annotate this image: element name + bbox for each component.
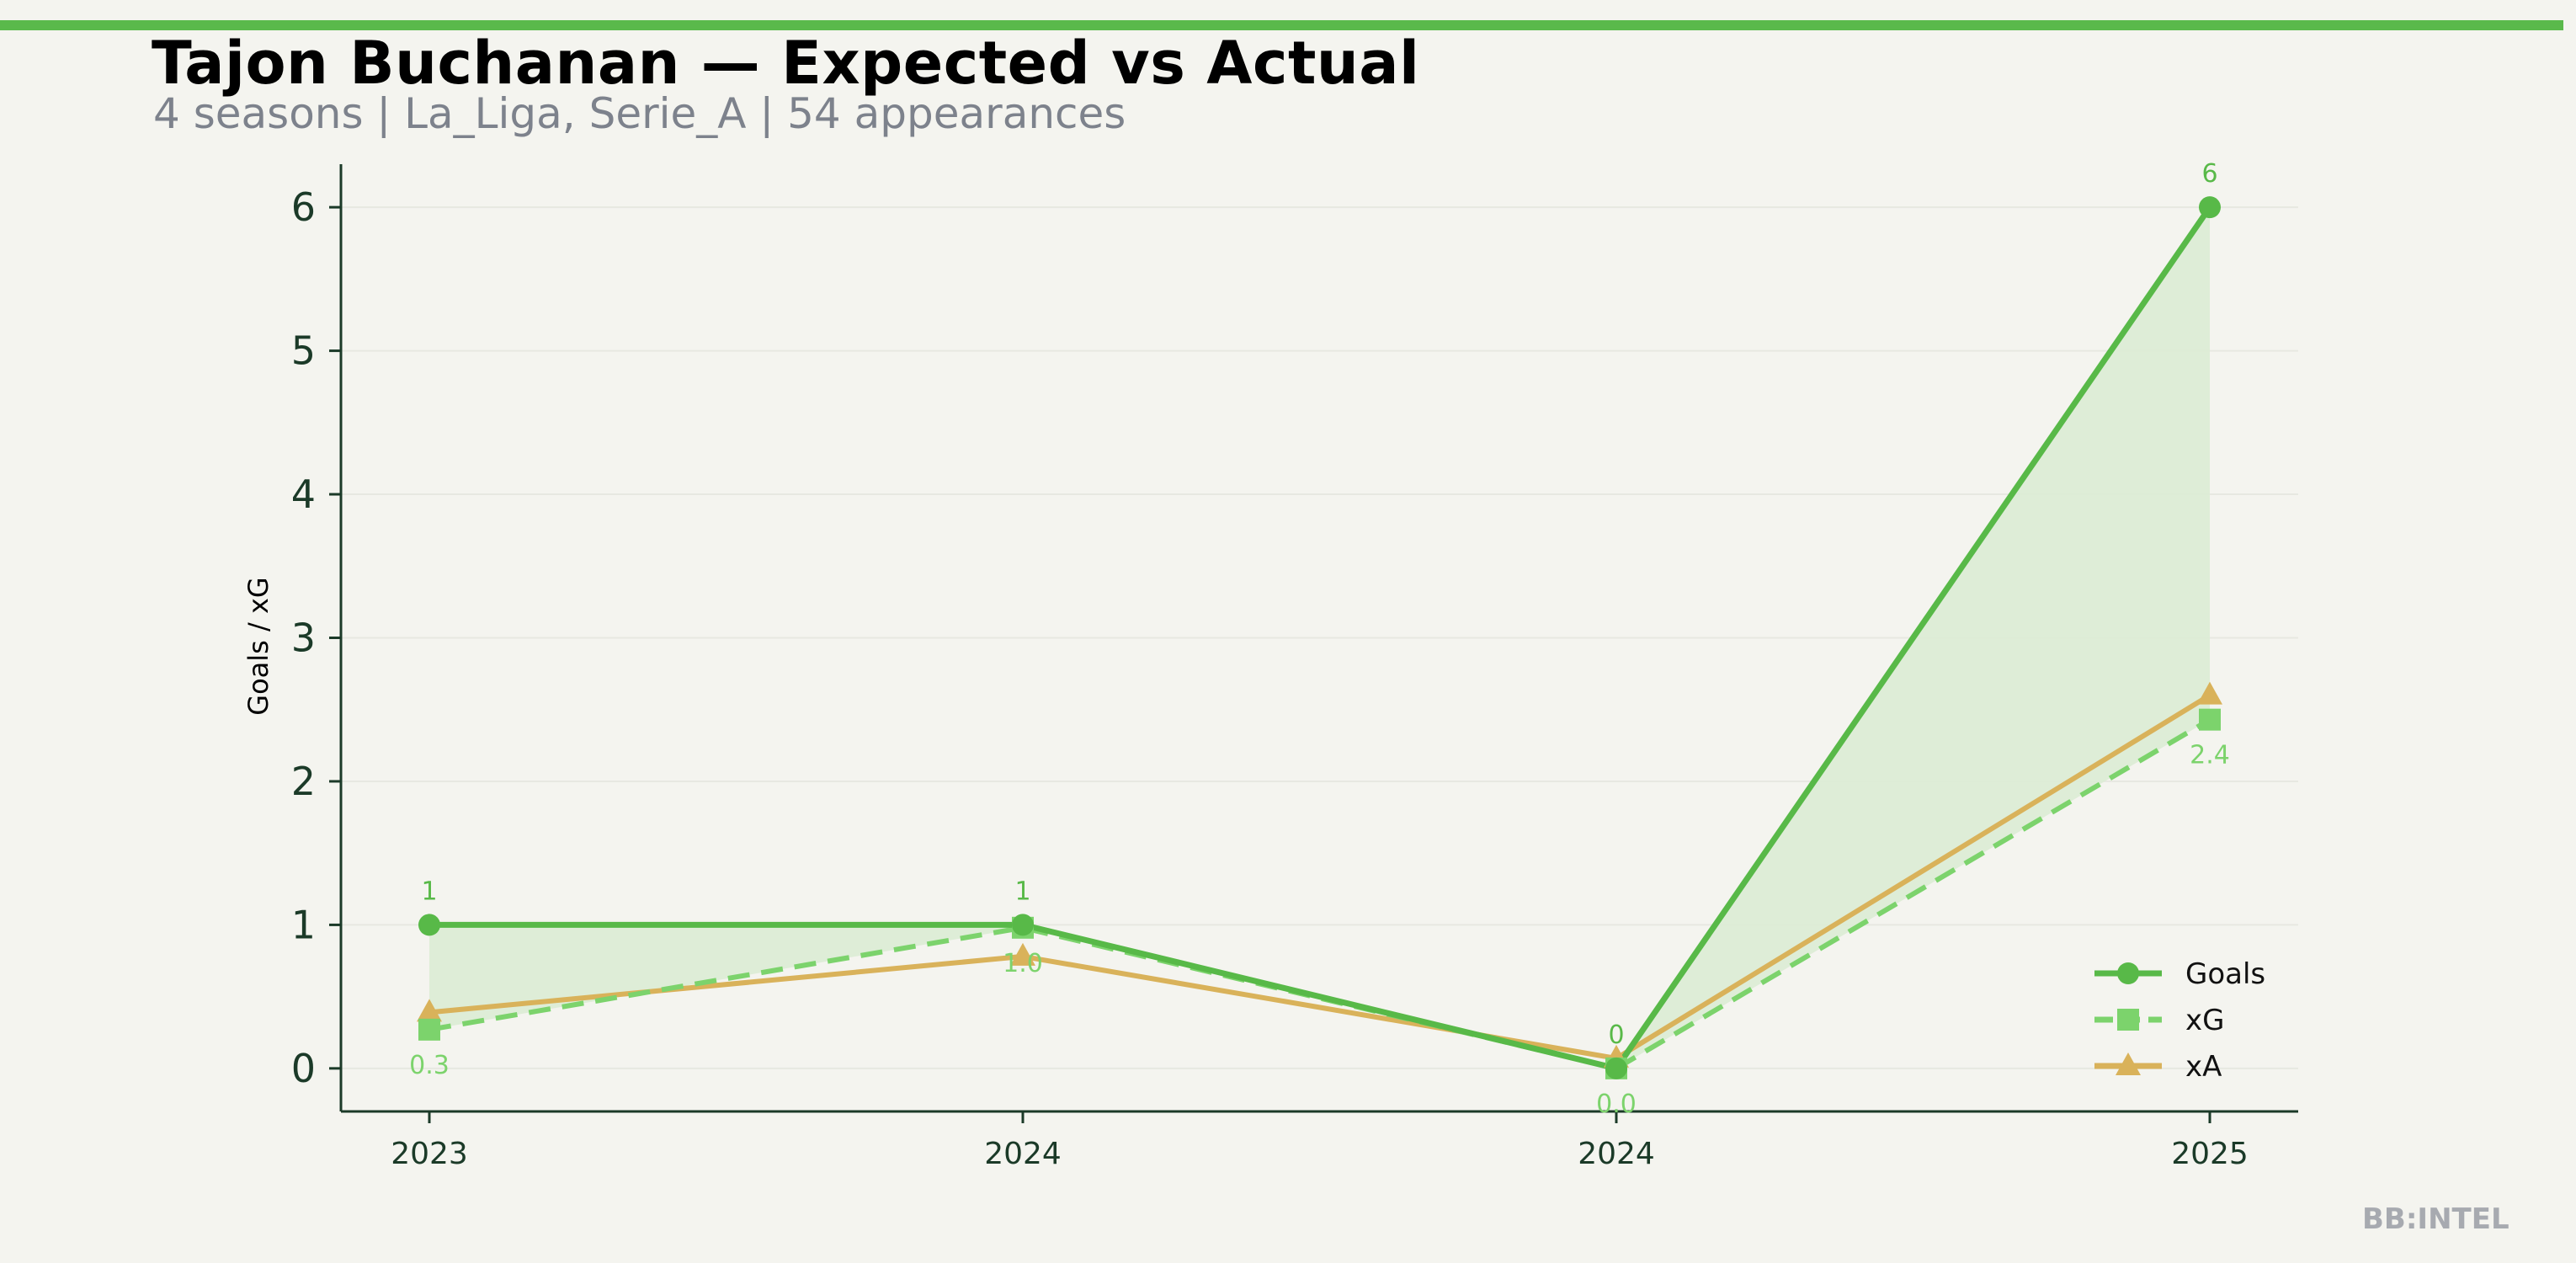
xa-point	[417, 999, 442, 1022]
goals-point	[1012, 914, 1034, 936]
y-tick-label: 4	[291, 472, 316, 517]
y-tick-label: 3	[291, 616, 316, 661]
xa-line	[428, 693, 2211, 1061]
xa-point	[1010, 942, 1035, 966]
goals-point	[2199, 196, 2221, 219]
y-tick-label: 1	[291, 902, 316, 947]
y-tick-label: 6	[291, 184, 316, 230]
accent-bar	[0, 20, 2563, 30]
legend-marker-xa	[2116, 1052, 2141, 1075]
chart-title: Tajon Buchanan — Expected vs Actual	[152, 29, 1420, 98]
y-tick-label: 5	[291, 328, 316, 374]
legend-label-xg: xG	[2185, 1004, 2224, 1037]
y-axis-label: Goals / xG	[242, 577, 274, 715]
x-tick-label: 2023	[391, 1137, 468, 1171]
goals-data-label: 6	[2201, 159, 2217, 189]
data-labels: 1 1 0 6 0.3 1.0 0.0 2.4	[409, 159, 2230, 1119]
goals-point	[418, 914, 440, 936]
watermark: BB:INTEL	[2362, 1202, 2509, 1236]
y-tick-label: 2	[291, 759, 316, 804]
x-tick-label: 2024	[984, 1137, 1062, 1171]
xg-point	[2199, 708, 2221, 731]
goals-line	[429, 205, 2212, 1072]
xg-data-label: 0.0	[1596, 1090, 1637, 1119]
axes: 0 1 2 3 4 5 6 2023 2024 2024 2025 Goals / xG	[242, 164, 2298, 1171]
y-tick-label: 0	[291, 1046, 316, 1091]
xg-data-label: 0.3	[409, 1051, 450, 1080]
xg-point	[418, 1018, 440, 1041]
xg-data-label: 1.0	[1003, 949, 1043, 978]
goals-data-label: 1	[421, 877, 437, 906]
goals-point	[1605, 1057, 1627, 1079]
x-tick-label: 2024	[1578, 1137, 1655, 1171]
legend-label-goals: Goals	[2185, 957, 2265, 991]
series-lines	[428, 205, 2212, 1072]
xa-point	[2197, 681, 2222, 705]
grid-lines	[341, 206, 2298, 1069]
legend: Goals xG xA	[2094, 957, 2265, 1084]
x-tick-label: 2025	[2171, 1137, 2249, 1171]
goals-data-label: 1	[1014, 877, 1030, 906]
xg-line	[428, 717, 2211, 1071]
series-markers	[417, 196, 2222, 1079]
legend-label-xa: xA	[2185, 1050, 2222, 1084]
legend-marker-goals	[2117, 962, 2139, 984]
xg-data-label: 2.4	[2190, 741, 2230, 770]
goals-data-label: 0	[1608, 1021, 1624, 1050]
legend-marker-xg	[2117, 1009, 2139, 1031]
chart-subtitle: 4 seasons | La_Liga, Serie_A | 54 appear…	[153, 89, 1126, 138]
